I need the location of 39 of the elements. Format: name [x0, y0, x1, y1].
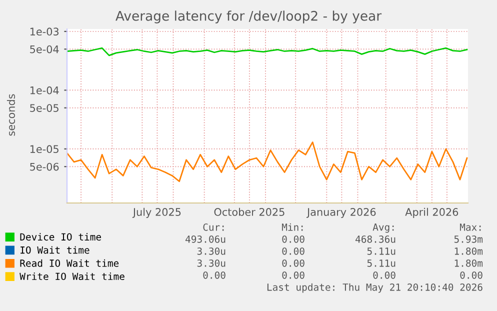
- text: 3.30u: [197, 259, 226, 267]
- text: 5.11u: [367, 248, 396, 255]
- chart-title: Average latency for /dev/loop2 - by year: [116, 10, 382, 24]
- text: 0.00: [282, 235, 304, 243]
- text: 3.30u: [197, 247, 226, 255]
- text: 0.00: [282, 259, 304, 267]
- y-tick-label: 5e-04: [30, 45, 59, 54]
- text: 0.00: [373, 271, 396, 279]
- legend-label: Read IO Wait time: [20, 259, 119, 267]
- text: 5.11u: [367, 260, 396, 267]
- text: 0.00: [203, 271, 226, 279]
- text: 1.80m: [454, 247, 483, 255]
- legend-label: Device IO time: [20, 233, 101, 241]
- y-tick-label: 1e-04: [30, 86, 59, 94]
- text: 0.00: [282, 247, 304, 255]
- text: Cur:: [203, 223, 224, 231]
- text: 0.00: [282, 271, 304, 279]
- y-tick-label: 5e-06: [30, 162, 59, 171]
- x-tick-label: April 2026: [405, 208, 458, 218]
- line-series: [67, 47, 468, 56]
- y-tick-label: 1e-05: [30, 145, 58, 154]
- text: 0.00: [460, 271, 482, 279]
- line-series: [67, 142, 468, 182]
- text: 493.06u: [186, 235, 226, 243]
- y-tick-label: 5e-05: [30, 104, 58, 112]
- text: 1.80m: [454, 259, 483, 267]
- text: Min:: [282, 223, 303, 231]
- x-tick-label: October 2025: [214, 208, 284, 216]
- text: Avg:: [372, 224, 394, 233]
- x-tick-label: January 2026: [306, 208, 376, 218]
- legend-label: Write IO Wait time: [20, 272, 124, 280]
- y-axis-title: seconds: [6, 94, 16, 136]
- text: Last update: Thu May 21 20:10:40 2026: [267, 283, 482, 293]
- legend-label: IO Wait time: [20, 246, 90, 254]
- text: 5.93m: [454, 235, 483, 243]
- text: Max:: [460, 224, 481, 231]
- y-tick-label: 1e-03: [30, 28, 59, 36]
- x-tick-label: July 2025: [132, 208, 181, 218]
- text: 468.36u: [356, 235, 396, 243]
